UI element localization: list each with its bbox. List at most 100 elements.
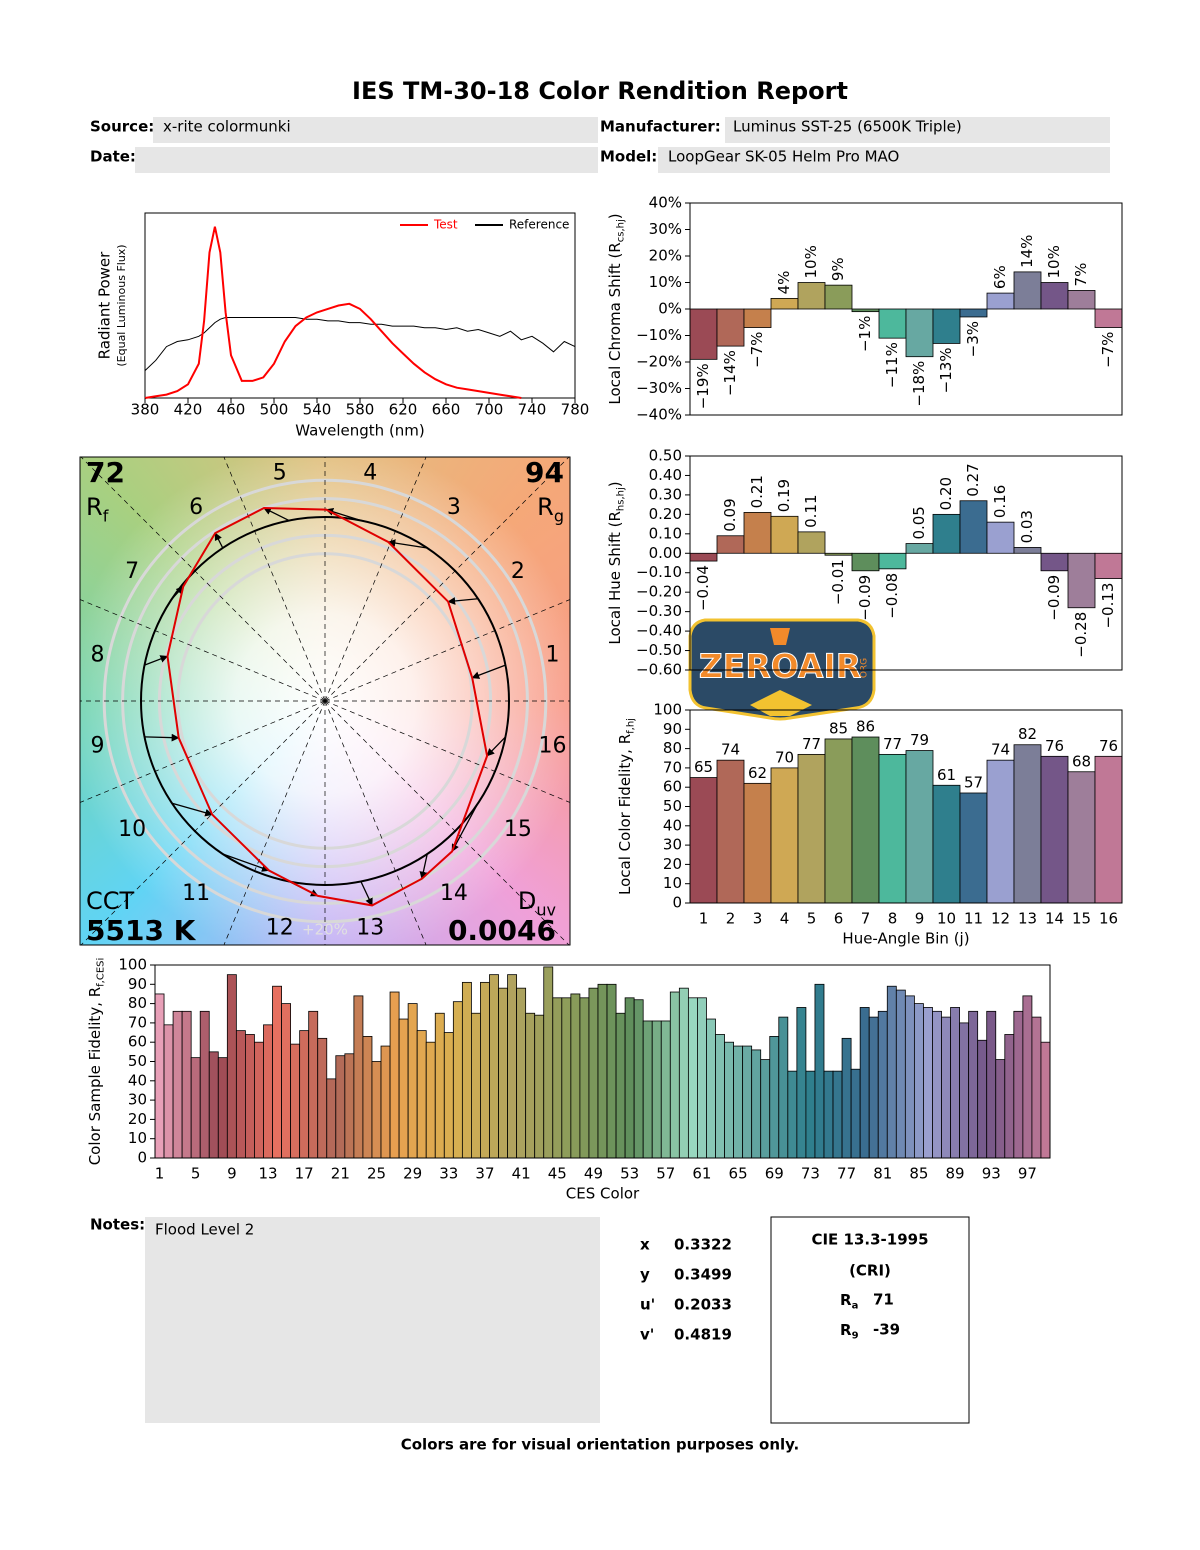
x-tick-label: 13	[258, 1165, 277, 1183]
x-tick-label: 69	[765, 1165, 784, 1183]
bin-label: 5	[273, 460, 287, 485]
value-label: −13%	[937, 347, 955, 393]
bar	[651, 1020, 662, 1159]
bar	[263, 1024, 273, 1159]
value-label: −0.28	[1072, 612, 1090, 658]
value-label: −7%	[1099, 332, 1117, 368]
bar	[932, 513, 961, 554]
bar	[823, 1070, 834, 1159]
chromaticity-value: 0.4819	[674, 1326, 732, 1344]
bar	[389, 991, 400, 1159]
bin-spoke	[324, 700, 570, 945]
value-label: 76	[1099, 737, 1118, 755]
shift-arrow	[263, 507, 290, 522]
value-label: −0.04	[694, 565, 712, 611]
plot-frame	[144, 212, 576, 399]
value-label: 0.27	[964, 463, 982, 496]
rg-symbol: Rg	[537, 493, 564, 525]
bar	[1031, 1016, 1042, 1159]
x-tick-label: 15	[1072, 910, 1091, 928]
notes-box	[145, 1217, 600, 1423]
watermark-text: ZEROAIR	[699, 647, 861, 686]
x-tick-label: 580	[346, 401, 375, 419]
shift-arrow	[214, 532, 224, 549]
bin-label: 1	[546, 643, 560, 668]
value-label: 10%	[802, 245, 820, 278]
y-tick-label: 70	[663, 758, 682, 776]
field-label: Manufacturer:	[600, 118, 721, 136]
value-label: 0.11	[802, 494, 820, 527]
value-label: −0.09	[856, 575, 874, 621]
bin-label: 10	[118, 817, 146, 842]
bar	[986, 1010, 997, 1159]
reference-circle	[140, 516, 510, 886]
shift-arrow	[144, 655, 169, 666]
notes-label: Notes:	[90, 1216, 145, 1234]
bar	[959, 792, 988, 904]
y-tick-label: 20	[663, 855, 682, 873]
bin-label: 6	[189, 495, 203, 520]
y-tick-label: −0.50	[636, 641, 682, 659]
x-tick-label: 1	[155, 1165, 165, 1183]
bar	[742, 1045, 753, 1159]
vector-frame	[79, 456, 571, 946]
bar	[254, 1041, 264, 1159]
bar	[715, 1034, 725, 1159]
footer: Colors are for visual orientation purpos…	[401, 1436, 800, 1454]
rf-symbol-part: f	[103, 506, 109, 525]
bar	[398, 1018, 409, 1159]
bar	[770, 297, 799, 310]
x-tick-label: 9	[915, 910, 925, 928]
value-label: 6%	[991, 265, 1009, 289]
y-tick-label: −0.60	[636, 661, 682, 679]
bar	[335, 1055, 346, 1159]
y-axis-label: Local Hue Shift (Rhs,hj)	[606, 481, 627, 644]
x-tick-label: 17	[295, 1165, 314, 1183]
bar	[959, 308, 988, 318]
bar	[588, 987, 599, 1159]
x-tick-label: 500	[260, 401, 289, 419]
value-label: −11%	[883, 342, 901, 388]
bar	[932, 784, 961, 904]
shift-arrow	[325, 508, 362, 522]
x-tick-label: 61	[692, 1165, 711, 1183]
bar	[716, 759, 745, 904]
rf-symbol-part: R	[86, 493, 103, 521]
bar	[507, 974, 518, 1159]
value-label: 62	[748, 764, 767, 782]
chromaticity-value: 0.2033	[674, 1296, 732, 1314]
y-tick-label: −0.30	[636, 602, 682, 620]
bar	[525, 1012, 536, 1159]
series-line	[144, 317, 576, 371]
shift-arrow	[360, 881, 373, 907]
rf-symbol: Rf	[86, 493, 109, 525]
bar	[886, 985, 897, 1159]
bar	[787, 1070, 798, 1159]
bar	[299, 1030, 310, 1159]
field-box	[725, 117, 1110, 143]
bar	[1094, 552, 1123, 579]
bar	[443, 1032, 454, 1159]
bar	[434, 1012, 445, 1159]
bar	[552, 997, 563, 1159]
bar	[986, 759, 1015, 904]
y-tick-label: 0.10	[649, 524, 682, 542]
x-tick-label: 53	[620, 1165, 639, 1183]
rf-value: 72	[86, 456, 125, 489]
x-tick-label: 4	[780, 910, 790, 928]
series-line	[144, 226, 522, 399]
cri-value: 71	[873, 1291, 894, 1309]
bar	[689, 308, 718, 360]
bar	[606, 983, 617, 1159]
rg-symbol-part: R	[537, 493, 554, 521]
value-label: 7%	[1072, 263, 1090, 287]
bar	[181, 1010, 192, 1159]
x-tick-label: 21	[331, 1165, 350, 1183]
x-tick-label: 57	[656, 1165, 675, 1183]
bar	[1094, 308, 1123, 328]
x-tick-label: 380	[131, 401, 160, 419]
bar	[797, 531, 826, 554]
field-value: Luminus SST-25 (6500K Triple)	[733, 118, 962, 136]
y-axis-label: Radiant Power	[96, 251, 114, 360]
